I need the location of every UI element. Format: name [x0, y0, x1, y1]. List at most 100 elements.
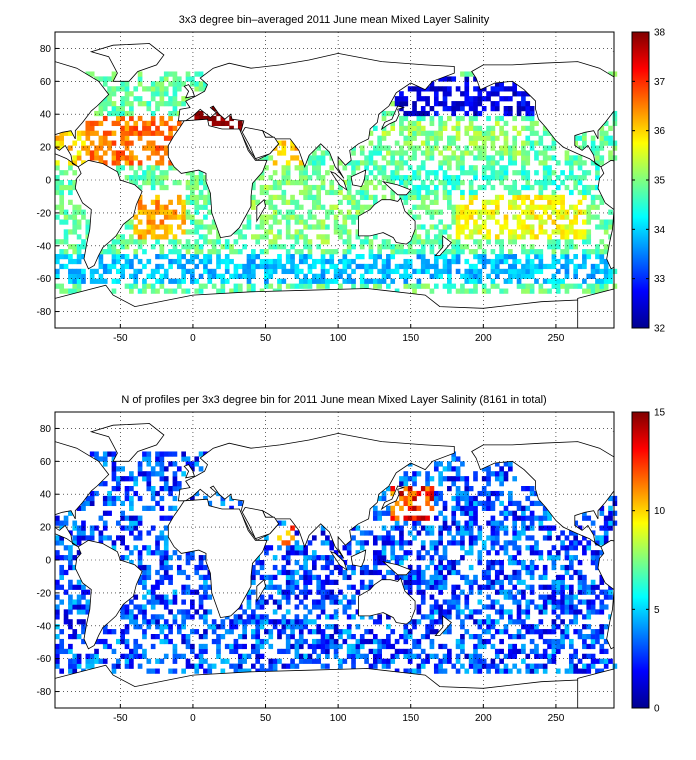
bin-cell [386, 150, 391, 155]
bin-cell [451, 590, 456, 595]
bin-cell [504, 224, 509, 229]
bin-cell [499, 145, 504, 150]
bin-cell [438, 165, 443, 170]
bin-cell [569, 224, 574, 229]
bin-cell [565, 634, 570, 639]
bin-cell [364, 205, 369, 210]
coastline [91, 424, 164, 462]
bin-cell [499, 150, 504, 155]
bin-cell [373, 550, 378, 555]
bin-cell [251, 649, 256, 654]
bin-cell [464, 550, 469, 555]
bin-cell [447, 530, 452, 535]
bin-cell [303, 185, 308, 190]
bin-cell [521, 195, 526, 200]
bin-cell [181, 619, 186, 624]
bin-cell [434, 136, 439, 141]
bin-cell [356, 639, 361, 644]
bin-cell [125, 604, 130, 609]
bin-cell [412, 106, 417, 111]
bin-cell [382, 269, 387, 274]
bin-cell [521, 634, 526, 639]
bin-cell [112, 101, 117, 106]
bin-cell [508, 264, 513, 269]
bin-cell [338, 659, 343, 664]
bin-cell [451, 481, 456, 486]
bin-cell [251, 264, 256, 269]
bin-cell [64, 649, 69, 654]
bin-cell [482, 486, 487, 491]
bin-cell [329, 279, 334, 284]
bin-cell [155, 669, 160, 674]
bin-cell [342, 259, 347, 264]
bin-cell [447, 195, 452, 200]
bin-cell [286, 644, 291, 649]
bin-cell [286, 624, 291, 629]
bin-cell [207, 274, 212, 279]
bin-cell [464, 530, 469, 535]
bin-cell [591, 639, 596, 644]
bin-cell [290, 575, 295, 580]
bin-cell [59, 565, 64, 570]
bin-cell [90, 530, 95, 535]
bin-cell [469, 654, 474, 659]
bin-cell [64, 170, 69, 175]
bin-cell [90, 269, 95, 274]
bin-cell [68, 644, 73, 649]
bin-cell [142, 101, 147, 106]
bin-cell [164, 654, 169, 659]
bin-cell [456, 289, 461, 294]
bin-cell [530, 259, 535, 264]
bin-cell [412, 150, 417, 155]
bin-cell [521, 580, 526, 585]
bin-cell [347, 190, 352, 195]
bin-cell [181, 219, 186, 224]
bin-cell [81, 131, 86, 136]
bin-cell [586, 599, 591, 604]
bin-cell [177, 215, 182, 220]
bin-cell [160, 274, 165, 279]
bin-cell [199, 180, 204, 185]
bin-cell [573, 160, 578, 165]
bin-cell [238, 634, 243, 639]
bin-cell [77, 664, 82, 669]
bin-cell [373, 570, 378, 575]
bin-cell [430, 654, 435, 659]
bin-cell [146, 155, 151, 160]
bin-cell [255, 649, 260, 654]
bin-cell [321, 634, 326, 639]
bin-cell [212, 284, 217, 289]
bin-cell [382, 575, 387, 580]
bin-cell [425, 580, 430, 585]
bin-cell [521, 521, 526, 526]
bin-cell [552, 659, 557, 664]
bin-cell [369, 155, 374, 160]
bin-cell [595, 634, 600, 639]
bin-cell [552, 170, 557, 175]
bin-cell [604, 224, 609, 229]
bin-cell [425, 141, 430, 146]
bin-cell [408, 175, 413, 180]
bin-cell [260, 654, 265, 659]
bin-cell [473, 170, 478, 175]
bin-cell [443, 501, 448, 506]
bin-cell [351, 269, 356, 274]
bin-cell [478, 150, 483, 155]
profile-count-colorbar-gradient [632, 412, 649, 708]
bin-cell [456, 215, 461, 220]
bin-cell [447, 106, 452, 111]
bin-cell [599, 284, 604, 289]
bin-cell [517, 190, 522, 195]
bin-cell [473, 274, 478, 279]
bin-cell [399, 274, 404, 279]
bin-cell [486, 96, 491, 101]
bin-cell [469, 185, 474, 190]
bin-cell [173, 126, 178, 131]
bin-cell [547, 644, 552, 649]
bin-cell [168, 609, 173, 614]
bin-cell [399, 496, 404, 501]
bin-cell [430, 486, 435, 491]
bin-cell [133, 521, 138, 526]
bin-cell [443, 195, 448, 200]
bin-cell [512, 649, 517, 654]
